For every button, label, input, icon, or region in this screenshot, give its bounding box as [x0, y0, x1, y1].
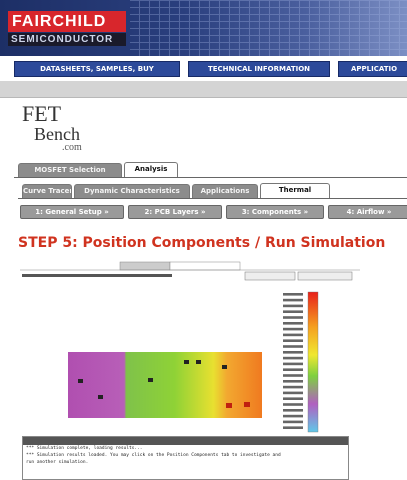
scale-label	[283, 397, 303, 400]
step-tab[interactable]: 2: PCB Layers »	[128, 205, 222, 219]
scale-label	[283, 334, 303, 337]
step-tab[interactable]: 3: Components »	[226, 205, 324, 219]
scale-label	[283, 351, 303, 354]
scale-label	[283, 305, 303, 308]
banner-pattern	[130, 0, 407, 56]
page-title: STEP 5: Position Components / Run Simula…	[18, 235, 407, 251]
tab-rule	[14, 177, 407, 178]
scale-label	[283, 380, 303, 383]
component[interactable]	[222, 365, 227, 369]
toolbar	[0, 81, 407, 98]
scale-label	[283, 328, 303, 331]
scale-label	[283, 293, 303, 296]
component[interactable]	[98, 395, 103, 399]
component[interactable]	[184, 360, 189, 364]
scale-label	[283, 363, 303, 366]
color-scale	[308, 292, 318, 432]
logo-subtitle: SEMICONDUCTOR	[8, 33, 126, 46]
scale-label	[283, 403, 303, 406]
button[interactable]	[245, 272, 295, 280]
heat-map[interactable]	[68, 352, 262, 418]
console-line: run another simulation.	[23, 459, 348, 466]
nav-tab[interactable]: TECHNICAL INFORMATION	[188, 61, 330, 77]
site-logo[interactable]: .com	[62, 142, 82, 153]
sim-tab-active[interactable]	[170, 262, 240, 270]
scale-labels	[282, 292, 304, 434]
nav-tab[interactable]: DATASHEETS, SAMPLES, BUY	[14, 61, 180, 77]
scale-label	[283, 316, 303, 319]
component[interactable]	[244, 402, 250, 407]
scale-label	[283, 415, 303, 418]
scale-label	[283, 409, 303, 412]
console-line: *** Simulation results loaded. You may c…	[23, 452, 348, 459]
sim-tabs	[20, 262, 360, 280]
component[interactable]	[226, 403, 232, 408]
site-logo[interactable]: FET	[22, 104, 61, 124]
tab[interactable]: Curve Tracer	[22, 184, 72, 198]
console-line: *** Simulation complete, loading results…	[23, 445, 348, 452]
component[interactable]	[148, 378, 153, 382]
page: {"header": {"logo_top": "FAIRCHILD", "lo…	[0, 0, 407, 480]
scale-label	[283, 426, 303, 429]
sim-tab[interactable]	[120, 262, 170, 270]
sim-status	[22, 274, 172, 277]
scale-label	[283, 322, 303, 325]
scale-label	[283, 339, 303, 342]
tab[interactable]: Applications	[192, 184, 258, 198]
scale-label	[283, 386, 303, 389]
button[interactable]	[298, 272, 352, 280]
nav-tab[interactable]: APPLICATIO	[338, 61, 407, 77]
scale-label	[283, 421, 303, 424]
step-tab[interactable]: 4: Airflow »	[328, 205, 407, 219]
component[interactable]	[78, 379, 83, 383]
tab-rule	[18, 198, 407, 199]
tab-active[interactable]: Thermal	[260, 183, 330, 199]
tab[interactable]: Dynamic Characteristics	[74, 184, 190, 198]
scale-label	[283, 374, 303, 377]
tab-active[interactable]: Analysis	[124, 162, 178, 178]
header-banner: FAIRCHILD SEMICONDUCTOR	[0, 0, 407, 56]
scale-label	[283, 392, 303, 395]
tab[interactable]: MOSFET Selection	[18, 163, 122, 177]
step-tab[interactable]: 1: General Setup »	[20, 205, 124, 219]
scale-label	[283, 310, 303, 313]
scale-label	[283, 368, 303, 371]
scale-label	[283, 357, 303, 360]
logo[interactable]: FAIRCHILD	[8, 11, 126, 32]
console: *** Simulation complete, loading results…	[22, 436, 349, 480]
scale-label	[283, 299, 303, 302]
simulation-panel	[0, 258, 407, 436]
component[interactable]	[196, 360, 201, 364]
scale-label	[283, 345, 303, 348]
console-header	[23, 437, 348, 445]
